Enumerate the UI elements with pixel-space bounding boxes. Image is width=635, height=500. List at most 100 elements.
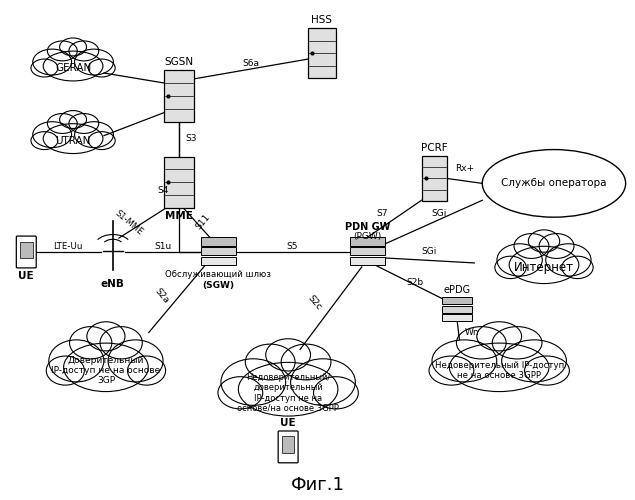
Text: Недоверительный IP-доступ
не на основе 3GPP: Недоверительный IP-доступ не на основе 3… <box>434 361 564 380</box>
Ellipse shape <box>291 359 356 406</box>
Ellipse shape <box>514 234 549 258</box>
Ellipse shape <box>482 150 625 217</box>
Text: S7: S7 <box>376 208 388 218</box>
Text: GERAN: GERAN <box>55 63 91 73</box>
Text: S2b: S2b <box>406 278 423 287</box>
Ellipse shape <box>502 340 566 382</box>
Ellipse shape <box>48 41 77 61</box>
Text: UE: UE <box>280 418 296 428</box>
Text: Интернет: Интернет <box>514 261 574 274</box>
Ellipse shape <box>492 326 542 359</box>
Text: Wn: Wn <box>464 328 479 337</box>
Text: S4: S4 <box>157 186 169 195</box>
Ellipse shape <box>509 246 579 284</box>
Text: S11: S11 <box>194 212 211 232</box>
Text: (PGW): (PGW) <box>354 232 382 241</box>
Ellipse shape <box>60 38 86 56</box>
Ellipse shape <box>69 41 99 61</box>
Text: SGSN: SGSN <box>164 57 193 67</box>
Ellipse shape <box>87 322 125 351</box>
Ellipse shape <box>314 376 358 409</box>
Text: S3: S3 <box>185 134 197 143</box>
FancyBboxPatch shape <box>164 70 194 122</box>
Ellipse shape <box>70 326 112 359</box>
FancyBboxPatch shape <box>282 436 295 453</box>
Ellipse shape <box>69 114 99 134</box>
Ellipse shape <box>221 359 286 406</box>
Text: Доверительный
IP-доступ не на основе
3GP: Доверительный IP-доступ не на основе 3GP <box>51 356 161 386</box>
Ellipse shape <box>88 59 115 77</box>
Text: Rx+: Rx+ <box>455 164 474 173</box>
Text: ePDG: ePDG <box>444 285 471 294</box>
Text: eNB: eNB <box>101 280 125 289</box>
Text: UE: UE <box>18 271 34 281</box>
FancyBboxPatch shape <box>17 236 36 268</box>
Ellipse shape <box>497 244 542 276</box>
Text: MME: MME <box>164 211 192 221</box>
Ellipse shape <box>562 256 593 278</box>
Ellipse shape <box>31 59 58 77</box>
Text: Службы оператора: Службы оператора <box>501 178 606 188</box>
FancyBboxPatch shape <box>351 237 385 246</box>
Ellipse shape <box>100 326 142 359</box>
Ellipse shape <box>545 244 591 276</box>
FancyBboxPatch shape <box>422 156 447 201</box>
Text: Обслуживающий шлюз: Обслуживающий шлюз <box>166 270 271 279</box>
Ellipse shape <box>429 356 474 385</box>
Ellipse shape <box>238 362 338 416</box>
Ellipse shape <box>74 122 114 148</box>
Ellipse shape <box>218 376 263 409</box>
Text: (SGW): (SGW) <box>203 281 234 290</box>
Text: S1u: S1u <box>154 242 171 250</box>
Ellipse shape <box>245 344 295 380</box>
Ellipse shape <box>477 322 521 351</box>
FancyBboxPatch shape <box>164 156 194 208</box>
Ellipse shape <box>74 49 114 75</box>
Ellipse shape <box>281 344 331 380</box>
FancyBboxPatch shape <box>443 297 472 304</box>
Ellipse shape <box>525 356 570 385</box>
Ellipse shape <box>46 356 84 385</box>
FancyBboxPatch shape <box>20 242 32 258</box>
Text: Недоверительный/
доверительный
IP-доступ не на
основе/на основе 3GPP: Недоверительный/ доверительный IP-доступ… <box>237 372 339 413</box>
Ellipse shape <box>49 340 104 382</box>
Ellipse shape <box>60 110 86 128</box>
FancyBboxPatch shape <box>351 247 385 256</box>
Ellipse shape <box>31 132 58 150</box>
FancyBboxPatch shape <box>201 247 236 256</box>
FancyBboxPatch shape <box>443 314 472 321</box>
Ellipse shape <box>528 230 559 252</box>
Ellipse shape <box>43 51 103 81</box>
FancyBboxPatch shape <box>443 306 472 312</box>
Ellipse shape <box>48 114 77 134</box>
Ellipse shape <box>88 132 115 150</box>
FancyBboxPatch shape <box>351 257 385 266</box>
Ellipse shape <box>265 338 311 371</box>
FancyBboxPatch shape <box>201 237 236 246</box>
FancyBboxPatch shape <box>308 28 336 78</box>
Ellipse shape <box>64 343 148 392</box>
Ellipse shape <box>450 343 549 392</box>
FancyBboxPatch shape <box>201 257 236 266</box>
Text: PDN GW: PDN GW <box>345 222 391 232</box>
Ellipse shape <box>33 49 72 75</box>
Ellipse shape <box>495 256 526 278</box>
Text: LTE-Uu: LTE-Uu <box>53 242 83 250</box>
Ellipse shape <box>43 124 103 154</box>
Text: S6a: S6a <box>243 58 259 68</box>
Text: HSS: HSS <box>312 16 333 26</box>
Text: Фиг.1: Фиг.1 <box>291 476 344 494</box>
Text: S2a: S2a <box>153 286 171 305</box>
Text: PCRF: PCRF <box>421 143 448 153</box>
Ellipse shape <box>33 122 72 148</box>
Ellipse shape <box>432 340 497 382</box>
Text: SGi: SGi <box>432 209 447 218</box>
Text: S2c: S2c <box>305 294 323 312</box>
Ellipse shape <box>539 234 574 258</box>
Ellipse shape <box>457 326 506 359</box>
Text: S1-MME: S1-MME <box>113 209 144 238</box>
Text: SGi: SGi <box>422 247 437 256</box>
Ellipse shape <box>108 340 163 382</box>
Ellipse shape <box>128 356 166 385</box>
FancyBboxPatch shape <box>278 431 298 463</box>
